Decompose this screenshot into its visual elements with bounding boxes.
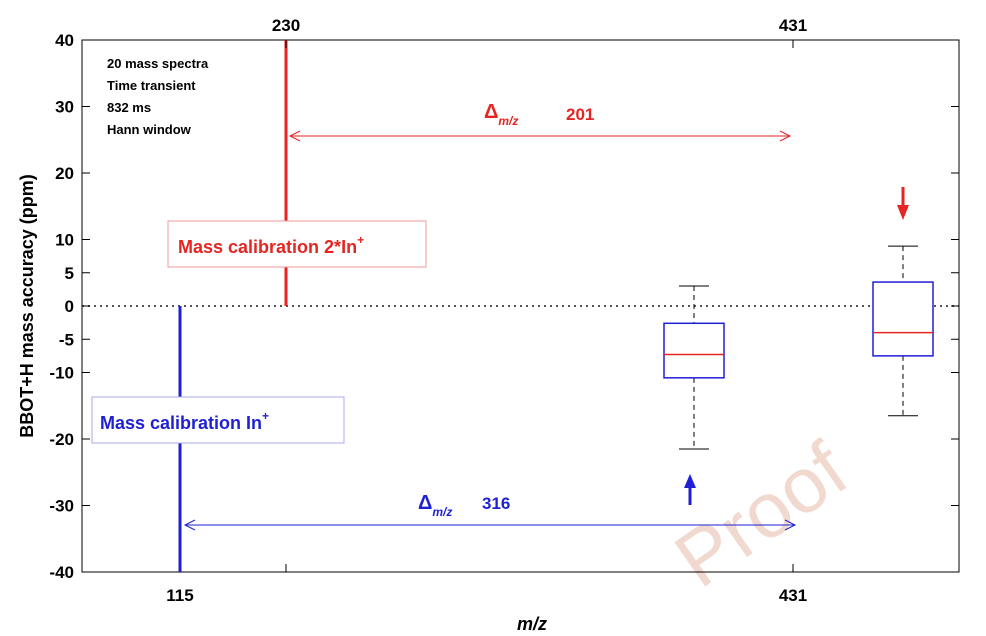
settings-line: 20 mass spectra <box>107 56 209 71</box>
box-series <box>663 245 934 450</box>
delta-201-value: 201 <box>566 105 594 124</box>
delta-316-label: Δm/z 316 <box>418 492 510 519</box>
delta-201-symbol: Δ <box>484 101 498 123</box>
box-iqr <box>663 322 725 379</box>
settings-note: 20 mass spectra Time transient 832 ms Ha… <box>107 56 209 137</box>
y-ticks: 40 30 20 10 5 0 -5 -10 -20 -30 -40 <box>49 31 959 582</box>
delta-201-label: Δm/z 201 <box>484 101 594 128</box>
y-tick-label: 40 <box>55 31 74 50</box>
bottom-tick-431: 431 <box>779 586 807 605</box>
settings-line: Hann window <box>107 122 192 137</box>
y-tick-label: 10 <box>55 231 74 250</box>
arrow-down-marker <box>897 187 909 220</box>
calibration-in-label-main: Mass calibration In <box>100 413 262 433</box>
calibration-2in-label: Mass calibration 2*In+ <box>178 233 364 257</box>
delta-316-subscript: m/z <box>432 505 452 519</box>
top-tick-431: 431 <box>779 16 807 35</box>
y-tick-label: -5 <box>59 330 74 349</box>
delta-316-value: 316 <box>482 494 510 513</box>
box-plot <box>872 245 934 417</box>
box-iqr <box>872 281 934 357</box>
delta-316-arrow <box>183 519 797 531</box>
top-tick-230: 230 <box>272 16 300 35</box>
y-tick-label: -40 <box>49 563 74 582</box>
settings-line: 832 ms <box>107 100 151 115</box>
delta-201-subscript: m/z <box>498 114 518 128</box>
bottom-tick-115: 115 <box>166 586 193 605</box>
x-axis-title: m/z <box>517 614 547 634</box>
watermark: Proof <box>659 425 862 604</box>
delta-201-arrow <box>288 130 792 142</box>
y-axis-title: BBOT+H mass accuracy (ppm) <box>17 174 37 438</box>
y-tick-label: 0 <box>65 297 74 316</box>
y-tick-label: -30 <box>49 497 74 516</box>
calibration-in-label-sup: + <box>262 409 269 423</box>
calibration-2in-label-sup: + <box>357 233 364 247</box>
calibration-in-box <box>91 396 345 444</box>
y-tick-label: 30 <box>55 98 74 117</box>
calibration-2in-label-main: Mass calibration 2*In <box>178 237 357 257</box>
delta-316-symbol: Δ <box>418 492 432 514</box>
arrow-up-marker <box>684 474 696 505</box>
y-tick-label: 20 <box>55 164 74 183</box>
settings-line: Time transient <box>107 78 196 93</box>
calibration-in-label: Mass calibration In+ <box>100 409 269 433</box>
y-tick-label: -20 <box>49 430 74 449</box>
y-tick-label: 5 <box>65 264 74 283</box>
calibration-2in-box <box>167 220 427 268</box>
box-plot <box>663 285 725 450</box>
y-tick-label: -10 <box>49 364 74 383</box>
